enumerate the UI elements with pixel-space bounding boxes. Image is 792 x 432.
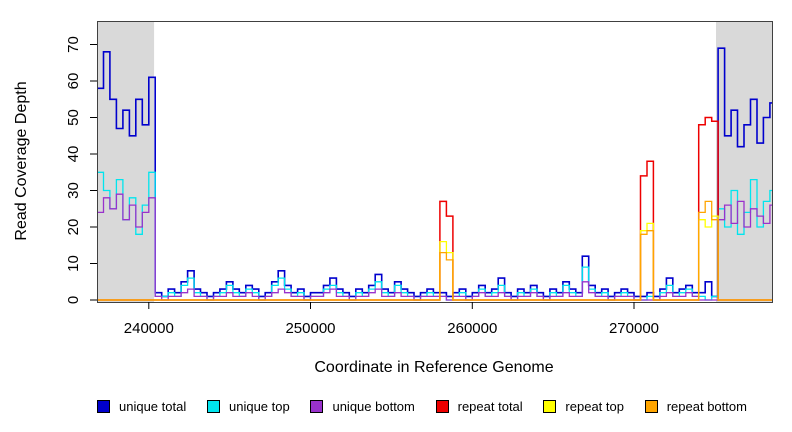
legend-label: unique top <box>228 398 290 414</box>
shaded-region <box>97 21 155 302</box>
y-tick-label: 50 <box>65 109 82 126</box>
legend-item-repeat-total: repeat total <box>435 398 523 414</box>
legend-label: repeat top <box>565 398 624 414</box>
legend-swatch <box>310 399 324 413</box>
shaded-regions-layer <box>97 21 772 302</box>
y-tick-label: 0 <box>65 296 82 304</box>
y-tick-label: 70 <box>65 36 82 53</box>
y-axis-title: Read Coverage Depth <box>13 81 30 240</box>
series-line-unique-top <box>97 171 772 301</box>
legend-item-repeat-bottom: repeat bottom <box>644 398 747 414</box>
legend-item-unique-bottom: unique bottom <box>310 398 415 414</box>
y-tick-label: 10 <box>65 255 82 272</box>
legend-swatch <box>644 399 658 413</box>
legend-label: unique total <box>119 398 187 414</box>
y-tick-label: 40 <box>65 146 82 163</box>
legend-label: repeat total <box>457 398 523 414</box>
legend-label: unique bottom <box>332 398 415 414</box>
legend-swatch <box>206 399 220 413</box>
legend-item-unique-total: unique total <box>97 399 186 414</box>
x-axis-title: Coordinate in Reference Genome <box>314 359 553 376</box>
series-line-unique-bottom <box>97 193 772 301</box>
legend-item-unique-top: unique top <box>206 398 290 414</box>
series-line-repeat-bottom <box>97 200 772 301</box>
series-line-repeat-top <box>97 215 772 301</box>
series-line-unique-total <box>97 47 772 298</box>
y-tick-label: 60 <box>65 73 82 90</box>
legend-label: repeat bottom <box>666 398 747 414</box>
axes-layer: 240000 250000 260000 270000 0 10 20 30 40 50 60 70 <box>65 21 773 337</box>
legend-swatch <box>543 399 557 413</box>
x-tick-label: 260000 <box>447 320 497 337</box>
series-line-repeat-total <box>97 116 772 301</box>
x-tick-label: 240000 <box>124 320 174 337</box>
plot-box <box>97 21 773 303</box>
x-tick-label: 250000 <box>285 320 335 337</box>
y-tick-label: 30 <box>65 182 82 199</box>
coverage-plot: 240000 250000 260000 270000010203040506070 … <box>13 21 773 376</box>
x-tick-label: 270000 <box>609 320 659 337</box>
y-tick-label: 20 <box>65 219 82 236</box>
series-layer <box>97 47 772 301</box>
legend: unique total unique top unique bottom repea… <box>97 397 747 415</box>
legend-swatch <box>97 399 110 413</box>
legend-item-repeat-top: repeat top <box>543 399 624 414</box>
legend-swatch <box>435 399 449 413</box>
